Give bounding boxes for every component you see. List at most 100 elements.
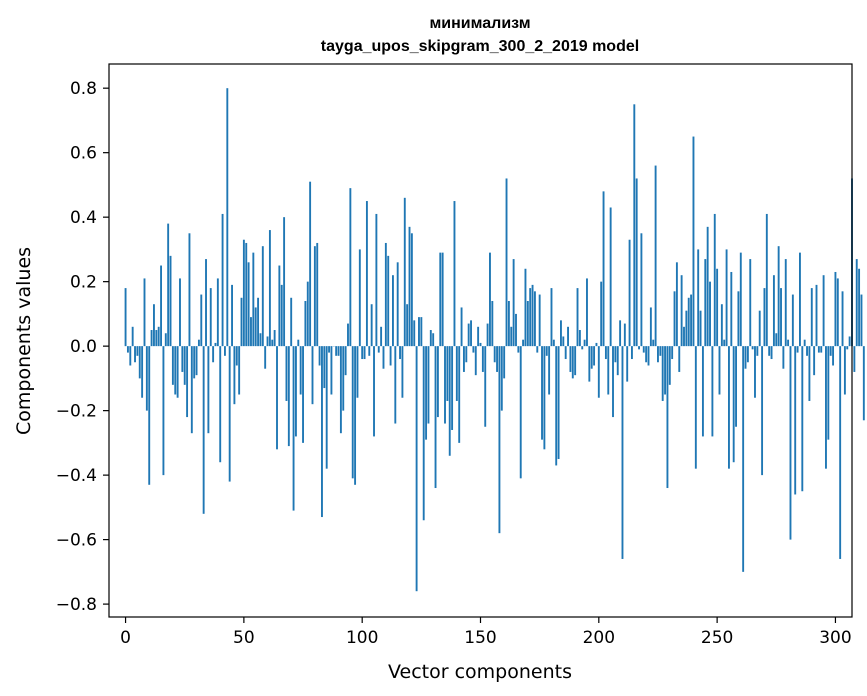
bar-9 — [145, 346, 148, 411]
bar-176 — [541, 346, 543, 440]
y-tick-label-5: −0.2 — [56, 402, 97, 422]
bar-94 — [347, 323, 349, 347]
bar-90 — [337, 346, 340, 356]
bar-141 — [458, 346, 461, 443]
bar-224 — [654, 165, 657, 347]
bar-56 — [257, 297, 260, 347]
bar-2 — [129, 346, 132, 366]
bar-49 — [240, 297, 243, 347]
bar-108 — [380, 326, 383, 347]
bar-5 — [136, 346, 139, 356]
bar-183 — [557, 346, 560, 459]
bar-85 — [325, 346, 328, 469]
bar-74 — [299, 346, 302, 395]
bar-98 — [356, 346, 359, 398]
bar-100 — [361, 346, 364, 360]
bar-297 — [827, 346, 830, 440]
bar-235 — [680, 275, 683, 347]
bar-295 — [822, 275, 825, 347]
bar-216 — [635, 178, 638, 347]
bar-179 — [548, 346, 551, 395]
bar-18 — [167, 223, 170, 347]
bar-189 — [571, 346, 574, 379]
bar-113 — [392, 275, 394, 347]
plot-frame — [108, 63, 853, 618]
bar-256 — [730, 271, 733, 347]
bar-201 — [600, 281, 603, 347]
bar-248 — [711, 346, 714, 437]
bar-215 — [633, 104, 636, 347]
bar-244 — [701, 346, 704, 437]
bar-12 — [153, 304, 155, 347]
bar-96 — [351, 346, 354, 479]
bar-93 — [344, 346, 347, 376]
bar-23 — [179, 278, 181, 347]
bar-299 — [832, 346, 835, 366]
bar-190 — [574, 346, 577, 376]
bar-99 — [358, 249, 361, 347]
bar-102 — [365, 201, 368, 347]
bar-6 — [138, 346, 141, 379]
bar-221 — [647, 346, 650, 366]
bar-68 — [285, 346, 288, 401]
bar-252 — [720, 304, 723, 347]
x-tick-label-250: 250 — [701, 628, 733, 648]
bar-3 — [131, 326, 134, 347]
bar-304 — [843, 346, 846, 395]
bar-119 — [406, 304, 409, 347]
bar-230 — [668, 346, 671, 385]
y-tick-label-1: 0.6 — [70, 144, 97, 164]
bar-121 — [410, 233, 413, 347]
bar-203 — [604, 346, 607, 360]
bar-206 — [612, 346, 614, 418]
bar-204 — [607, 346, 610, 395]
bar-281 — [789, 346, 792, 540]
bar-106 — [375, 213, 378, 347]
bar-241 — [694, 346, 697, 469]
bar-73 — [297, 339, 300, 347]
bar-84 — [323, 346, 326, 389]
bar-239 — [690, 294, 693, 347]
bar-15 — [160, 265, 162, 347]
bar-54 — [252, 252, 255, 347]
bar-266 — [754, 346, 756, 398]
bar-282 — [791, 294, 794, 347]
bar-136 — [446, 346, 449, 401]
bar-150 — [479, 342, 482, 347]
bar-225 — [657, 346, 659, 363]
bar-182 — [555, 346, 558, 466]
bar-280 — [787, 339, 790, 347]
bar-151 — [481, 346, 484, 372]
bar-10 — [148, 346, 151, 485]
bar-273 — [770, 346, 773, 360]
bar-50 — [242, 239, 245, 347]
bar-61 — [268, 230, 271, 347]
bar-249 — [713, 213, 716, 347]
bar-75 — [302, 346, 304, 443]
bar-267 — [756, 346, 759, 356]
bar-103 — [368, 346, 371, 356]
bar-234 — [678, 346, 681, 372]
bar-243 — [699, 310, 702, 347]
bar-86 — [328, 346, 330, 353]
y-tick-label-0: 0.8 — [70, 79, 97, 99]
bar-65 — [278, 265, 281, 347]
bar-255 — [728, 346, 730, 469]
bar-38 — [214, 342, 217, 347]
bar-77 — [306, 281, 309, 347]
bar-169 — [524, 268, 527, 347]
bar-146 — [470, 320, 472, 347]
bar-276 — [777, 246, 780, 347]
bar-149 — [477, 326, 480, 347]
bar-87 — [330, 346, 333, 395]
bar-284 — [796, 346, 799, 353]
bar-187 — [567, 326, 569, 347]
x-tick-label-100: 100 — [346, 628, 378, 648]
bar-293 — [817, 346, 820, 353]
bar-209 — [619, 320, 622, 347]
bar-55 — [254, 307, 257, 347]
bar-264 — [749, 259, 752, 347]
bar-237 — [685, 310, 688, 347]
bar-142 — [460, 307, 463, 347]
